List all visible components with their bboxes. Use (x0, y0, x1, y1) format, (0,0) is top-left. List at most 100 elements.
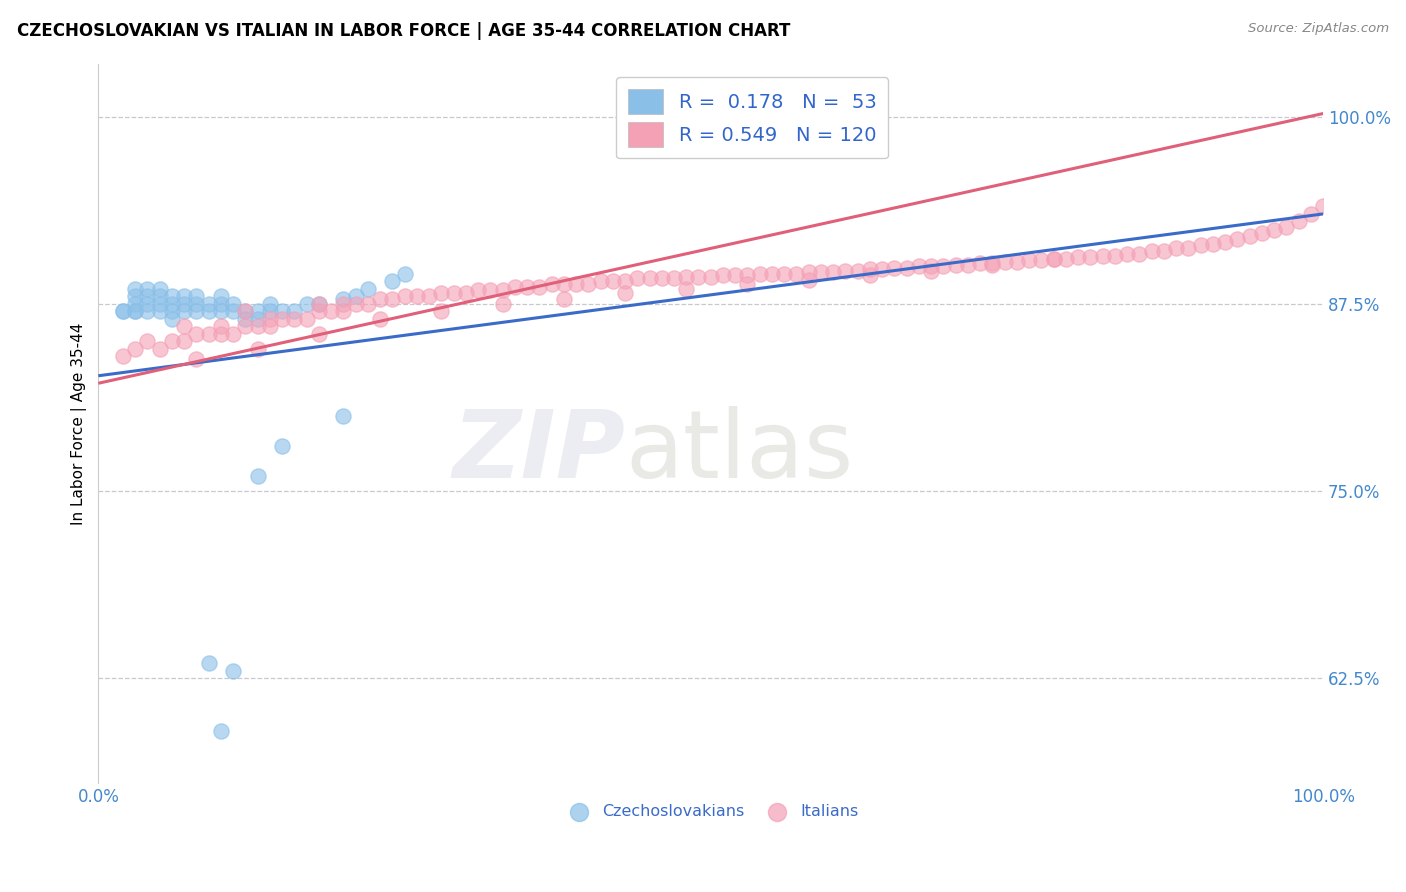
Point (748, 267, 770, 281)
Point (233, 304, 256, 318)
Point (259, 304, 281, 318)
Point (332, 293, 354, 307)
Point (186, 289, 208, 303)
Point (1153, 244, 1175, 259)
Text: CZECHOSLOVAKIAN VS ITALIAN IN LABOR FORCE | AGE 35-44 CORRELATION CHART: CZECHOSLOVAKIAN VS ITALIAN IN LABOR FORC… (17, 22, 790, 40)
Point (1251, 227, 1274, 241)
Point (308, 297, 330, 311)
Point (246, 319, 269, 334)
Point (160, 289, 183, 303)
Point (516, 280, 538, 294)
Point (1091, 249, 1114, 263)
Point (785, 267, 807, 281)
Point (540, 277, 562, 292)
Point (259, 297, 281, 311)
Point (186, 352, 208, 367)
Point (160, 311, 183, 326)
Point (259, 311, 281, 326)
Point (834, 264, 856, 278)
Point (357, 297, 380, 311)
Point (111, 349, 134, 363)
Point (711, 268, 734, 283)
Point (467, 284, 489, 298)
Point (823, 265, 845, 279)
Point (160, 304, 183, 318)
Point (859, 268, 882, 283)
Text: ZIP: ZIP (453, 407, 626, 499)
Point (454, 286, 477, 301)
Point (259, 319, 281, 334)
Point (1116, 247, 1139, 261)
Point (1054, 252, 1077, 266)
Point (870, 262, 893, 277)
Point (1213, 235, 1236, 250)
Point (149, 304, 172, 318)
Point (662, 271, 685, 285)
Point (246, 311, 269, 326)
Point (209, 289, 232, 303)
Point (209, 297, 232, 311)
Point (222, 297, 245, 311)
Point (1067, 251, 1090, 265)
Point (344, 297, 367, 311)
Point (173, 334, 195, 349)
Point (344, 289, 367, 303)
Point (124, 342, 146, 356)
Point (381, 293, 404, 307)
Point (1202, 236, 1225, 251)
Point (908, 260, 931, 274)
Point (308, 326, 330, 341)
Point (332, 409, 354, 424)
Point (124, 304, 146, 318)
Point (1031, 253, 1053, 268)
Point (724, 268, 747, 283)
Point (209, 319, 232, 334)
Point (883, 260, 905, 275)
Point (111, 304, 134, 318)
Point (1312, 199, 1334, 213)
Point (920, 260, 942, 274)
Point (319, 304, 342, 318)
Point (491, 297, 513, 311)
Point (332, 297, 354, 311)
Point (430, 304, 453, 318)
Point (1080, 251, 1102, 265)
Point (1239, 229, 1261, 244)
Point (1104, 249, 1126, 263)
Point (160, 297, 183, 311)
Point (981, 258, 1004, 272)
Point (160, 334, 183, 349)
Point (859, 262, 882, 277)
Point (233, 304, 256, 318)
Point (700, 269, 723, 284)
Point (283, 311, 305, 326)
Point (529, 280, 551, 294)
Text: Source: ZipAtlas.com: Source: ZipAtlas.com (1249, 22, 1389, 36)
Point (1275, 220, 1298, 235)
Point (173, 289, 195, 303)
Point (810, 265, 832, 279)
Point (773, 267, 796, 281)
Point (209, 723, 232, 738)
Point (295, 297, 318, 311)
Point (443, 286, 465, 301)
Point (651, 271, 673, 285)
Point (737, 268, 759, 283)
Point (197, 304, 219, 318)
Point (589, 274, 612, 288)
Point (1018, 253, 1040, 268)
Point (283, 304, 305, 318)
Point (149, 282, 172, 296)
Point (308, 304, 330, 318)
Point (136, 282, 159, 296)
Point (896, 260, 918, 275)
Point (124, 304, 146, 318)
Point (553, 293, 575, 307)
Point (271, 304, 294, 318)
Point (614, 274, 637, 288)
Point (149, 342, 172, 356)
Point (576, 277, 599, 292)
Point (1299, 207, 1322, 221)
Point (368, 311, 391, 326)
Point (1042, 252, 1064, 266)
